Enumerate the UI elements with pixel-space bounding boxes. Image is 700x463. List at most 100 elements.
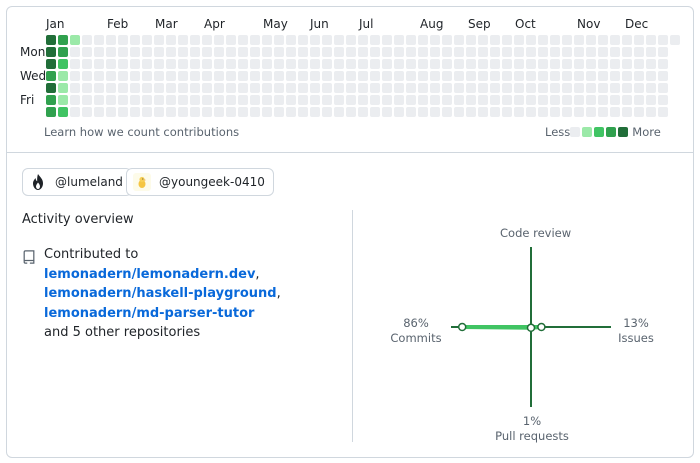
contribution-day[interactable] — [406, 59, 416, 69]
contribution-day[interactable] — [574, 47, 584, 57]
contribution-day[interactable] — [430, 71, 440, 81]
contribution-day[interactable] — [370, 83, 380, 93]
contribution-day[interactable] — [610, 71, 620, 81]
contribution-day[interactable] — [610, 83, 620, 93]
contribution-day[interactable] — [646, 83, 656, 93]
contribution-day[interactable] — [634, 107, 644, 117]
contribution-day[interactable] — [538, 83, 548, 93]
contribution-day[interactable] — [598, 107, 608, 117]
contribution-day[interactable] — [286, 107, 296, 117]
contribution-day[interactable] — [406, 47, 416, 57]
contribution-day[interactable] — [454, 107, 464, 117]
contribution-day[interactable] — [322, 59, 332, 69]
contribution-day[interactable] — [430, 83, 440, 93]
contribution-day[interactable] — [526, 35, 536, 45]
contribution-day[interactable] — [274, 95, 284, 105]
contribution-day[interactable] — [430, 107, 440, 117]
org-button-lumeland[interactable]: @lumeland — [22, 168, 132, 196]
contribution-day[interactable] — [526, 95, 536, 105]
contribution-day[interactable] — [562, 47, 572, 57]
contribution-day[interactable] — [382, 59, 392, 69]
contribution-day[interactable] — [574, 59, 584, 69]
contribution-day[interactable] — [382, 35, 392, 45]
contribution-day[interactable] — [154, 47, 164, 57]
contribution-day[interactable] — [478, 47, 488, 57]
contribution-day[interactable] — [58, 59, 68, 69]
contribution-day[interactable] — [142, 59, 152, 69]
contribution-day[interactable] — [514, 107, 524, 117]
contribution-day[interactable] — [178, 47, 188, 57]
contribution-day[interactable] — [226, 71, 236, 81]
contribution-day[interactable] — [514, 35, 524, 45]
contribution-day[interactable] — [58, 95, 68, 105]
contribution-day[interactable] — [466, 59, 476, 69]
contribution-day[interactable] — [310, 71, 320, 81]
contribution-day[interactable] — [142, 35, 152, 45]
contribution-day[interactable] — [46, 95, 56, 105]
contribution-day[interactable] — [598, 35, 608, 45]
contribution-day[interactable] — [70, 59, 80, 69]
contribution-day[interactable] — [238, 71, 248, 81]
contribution-day[interactable] — [502, 47, 512, 57]
contribution-day[interactable] — [82, 95, 92, 105]
contribution-day[interactable] — [634, 71, 644, 81]
contribution-day[interactable] — [502, 107, 512, 117]
contribution-day[interactable] — [478, 107, 488, 117]
contribution-day[interactable] — [262, 35, 272, 45]
contribution-day[interactable] — [106, 59, 116, 69]
contribution-day[interactable] — [646, 47, 656, 57]
contribution-day[interactable] — [286, 47, 296, 57]
contribution-day[interactable] — [322, 83, 332, 93]
contribution-day[interactable] — [274, 71, 284, 81]
contribution-day[interactable] — [418, 95, 428, 105]
contribution-day[interactable] — [166, 47, 176, 57]
contribution-day[interactable] — [550, 71, 560, 81]
contribution-day[interactable] — [226, 47, 236, 57]
contribution-day[interactable] — [490, 47, 500, 57]
contribution-day[interactable] — [106, 71, 116, 81]
contribution-day[interactable] — [130, 35, 140, 45]
contribution-day[interactable] — [58, 71, 68, 81]
org-button-youngeek[interactable]: @youngeek-0410 — [126, 168, 274, 196]
contribution-day[interactable] — [346, 47, 356, 57]
contribution-day[interactable] — [94, 47, 104, 57]
contribution-day[interactable] — [394, 71, 404, 81]
contribution-day[interactable] — [178, 71, 188, 81]
contribution-day[interactable] — [430, 35, 440, 45]
contribution-day[interactable] — [274, 107, 284, 117]
contribution-day[interactable] — [178, 35, 188, 45]
contribution-day[interactable] — [262, 47, 272, 57]
contribution-day[interactable] — [106, 83, 116, 93]
contribution-day[interactable] — [298, 71, 308, 81]
contribution-day[interactable] — [646, 95, 656, 105]
contribution-day[interactable] — [526, 107, 536, 117]
repo-link[interactable]: lemonadern/md-parser-tutor — [44, 305, 255, 321]
contribution-day[interactable] — [298, 59, 308, 69]
contribution-day[interactable] — [550, 35, 560, 45]
contribution-day[interactable] — [82, 83, 92, 93]
contribution-day[interactable] — [334, 83, 344, 93]
contribution-day[interactable] — [442, 107, 452, 117]
contribution-day[interactable] — [478, 59, 488, 69]
contribution-day[interactable] — [358, 95, 368, 105]
contribution-day[interactable] — [382, 95, 392, 105]
contribution-day[interactable] — [370, 35, 380, 45]
contribution-day[interactable] — [58, 83, 68, 93]
contribution-day[interactable] — [586, 71, 596, 81]
contribution-day[interactable] — [430, 47, 440, 57]
contribution-day[interactable] — [442, 83, 452, 93]
contribution-day[interactable] — [178, 59, 188, 69]
contribution-day[interactable] — [622, 35, 632, 45]
contribution-day[interactable] — [250, 59, 260, 69]
contribution-day[interactable] — [190, 59, 200, 69]
contribution-day[interactable] — [370, 59, 380, 69]
contribution-day[interactable] — [70, 95, 80, 105]
contribution-day[interactable] — [82, 35, 92, 45]
contribution-day[interactable] — [238, 83, 248, 93]
contribution-day[interactable] — [106, 47, 116, 57]
contribution-day[interactable] — [178, 95, 188, 105]
contribution-day[interactable] — [598, 59, 608, 69]
contribution-day[interactable] — [610, 107, 620, 117]
contribution-day[interactable] — [442, 59, 452, 69]
contribution-day[interactable] — [454, 83, 464, 93]
